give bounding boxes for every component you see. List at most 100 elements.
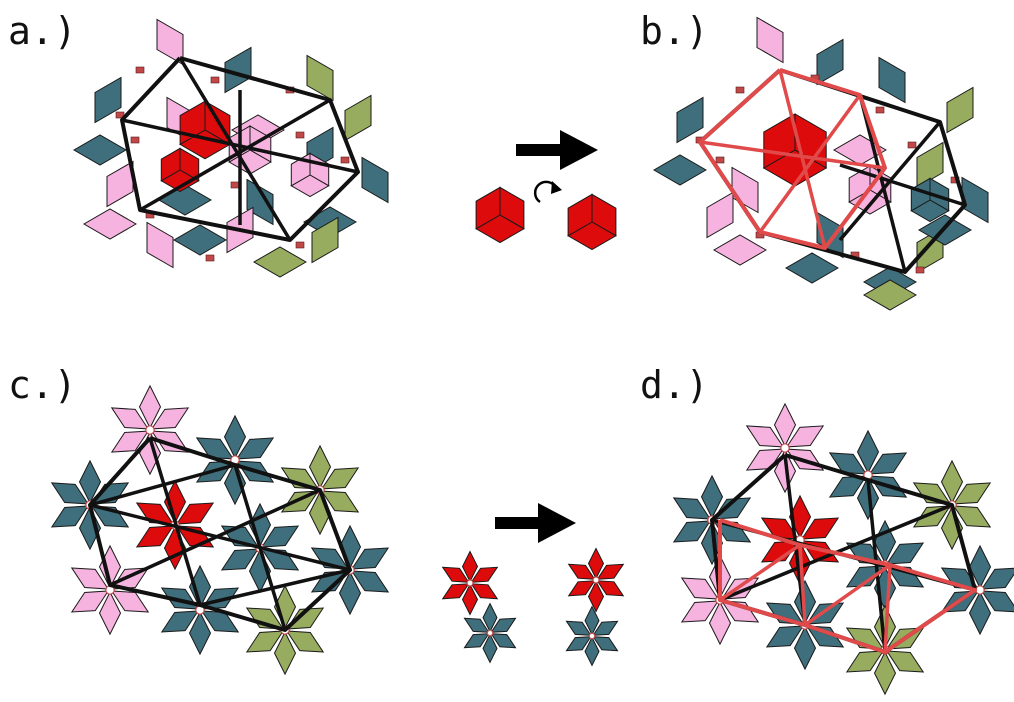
rhombus-tile <box>784 252 840 284</box>
rhombus-tile <box>946 86 974 134</box>
panel-a-rhombus-tiling <box>72 18 389 278</box>
rhombus-tile <box>311 216 339 264</box>
panel-a-label: a.) <box>8 9 77 53</box>
framework-edge <box>109 488 321 587</box>
rhombus-tile <box>72 134 128 166</box>
framework-edge <box>89 503 351 572</box>
arrow-head <box>560 130 598 170</box>
highlight-edge <box>758 93 862 234</box>
rhombus-tile <box>106 160 134 208</box>
rotate-cw-icon <box>533 180 562 204</box>
right-arrow-icon <box>516 130 598 170</box>
rhombus-tile <box>94 76 122 124</box>
highlight-edge <box>778 69 827 249</box>
linker-node <box>205 254 215 262</box>
star-unit <box>110 384 190 476</box>
rhombus-tile <box>706 191 734 239</box>
rhombus-tile <box>916 141 944 189</box>
star-unit <box>441 550 499 616</box>
highlight-edge <box>803 563 892 627</box>
linker-node <box>295 241 305 249</box>
linker-node <box>486 629 494 637</box>
framework-edge <box>199 568 351 607</box>
linker-node <box>466 579 474 587</box>
framework-edge <box>839 163 966 207</box>
right-arrow-icon <box>495 503 576 543</box>
linker-node <box>715 156 725 164</box>
framework-edge <box>866 479 887 653</box>
rhombus-tile <box>961 176 989 224</box>
framework-edge <box>233 464 287 631</box>
cube-unit <box>910 177 950 223</box>
framework-edge <box>148 437 202 606</box>
star-unit <box>160 564 240 656</box>
highlight-framework <box>718 518 977 654</box>
rhombus-tile <box>361 156 389 204</box>
linker-node <box>145 425 155 435</box>
star-unit <box>245 584 325 676</box>
linker-node <box>230 181 240 189</box>
rhombus-tile <box>172 224 228 256</box>
rhombus-tile <box>82 208 138 240</box>
arrow-shaft <box>516 144 562 156</box>
highlight-edge <box>699 140 886 170</box>
linker-node <box>135 66 145 74</box>
panel-d-star-tiling <box>672 402 1014 696</box>
rhombus-tile <box>146 221 174 269</box>
linker-node <box>210 76 220 84</box>
linker-node <box>780 443 790 453</box>
linker-node <box>975 585 985 595</box>
rhombus-tile <box>652 154 708 186</box>
rhombus-tile <box>156 18 184 66</box>
linker-node <box>340 156 350 164</box>
rhombus-tile <box>756 16 784 64</box>
framework-edge <box>89 463 236 507</box>
star-unit <box>70 544 150 636</box>
cube-unit <box>475 186 525 244</box>
linker-node <box>130 136 140 144</box>
linker-node <box>907 141 917 149</box>
cube-face <box>160 147 181 182</box>
cube-face <box>475 186 501 230</box>
framework-edge <box>139 98 331 212</box>
highlight-edge <box>719 543 801 602</box>
panel-b-rhombus-tiling <box>652 16 989 311</box>
top-transformation <box>475 130 617 251</box>
panel-c-label: c.) <box>8 363 77 407</box>
rhombus-tile <box>862 279 918 311</box>
linker-node <box>875 106 885 114</box>
linker-node <box>588 632 596 640</box>
framework-edge <box>838 120 942 242</box>
rhombus-tile <box>157 184 213 216</box>
arrow-head <box>538 503 576 543</box>
linker-node <box>915 266 925 274</box>
panel-c-star-tiling <box>50 384 390 676</box>
star-unit <box>567 547 625 613</box>
cube-unit <box>160 147 200 193</box>
cube-face <box>567 193 593 237</box>
star-unit <box>565 605 619 667</box>
highlight-edge <box>883 564 892 653</box>
arrow-shaft <box>495 517 541 529</box>
linker-node <box>592 576 600 584</box>
rhombus-tile <box>731 166 759 214</box>
star-unit <box>195 414 275 506</box>
rhombus-tile <box>252 246 308 278</box>
panel-d-label: d.) <box>640 363 709 407</box>
bottom-transformation <box>441 503 625 667</box>
panel-b-label: b.) <box>640 9 709 53</box>
rhombus-tile <box>676 96 704 144</box>
linker-node <box>735 86 745 94</box>
cube-unit <box>567 193 617 251</box>
highlight-edge <box>798 544 807 626</box>
star-unit <box>463 602 517 664</box>
rhombus-tile <box>712 234 768 266</box>
rhombus-tile <box>306 54 334 102</box>
star-unit <box>912 459 992 551</box>
rotate-arrowhead <box>551 181 562 194</box>
star-unit <box>828 429 908 521</box>
rhombus-tile <box>816 38 844 86</box>
framework-edge <box>858 94 907 273</box>
star-unit <box>940 544 1014 636</box>
